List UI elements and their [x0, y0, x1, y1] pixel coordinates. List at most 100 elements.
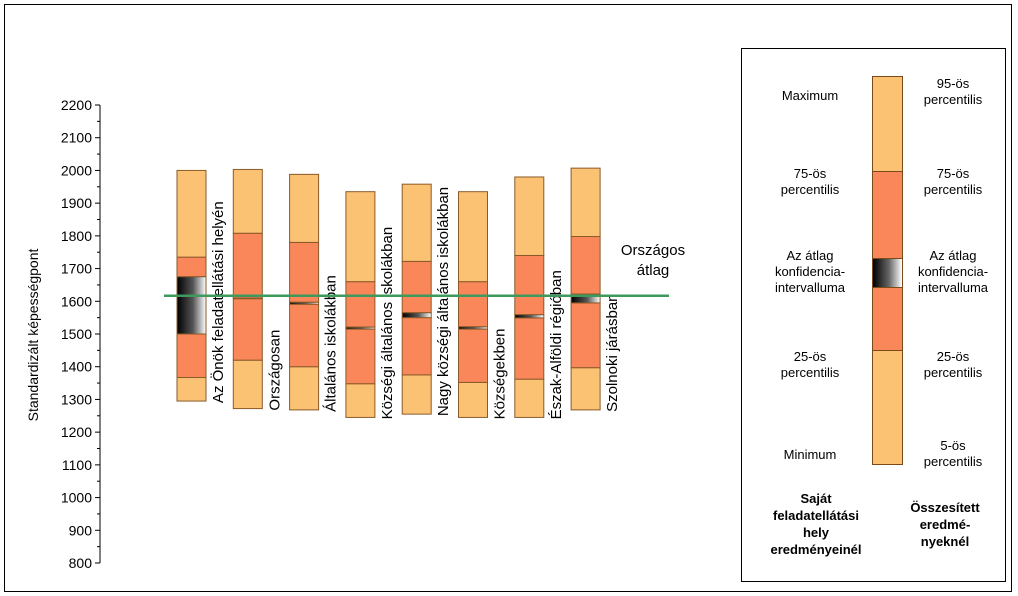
box-upper-outer [401, 183, 432, 262]
box-2 [289, 173, 320, 411]
legend-left-p25-line1: 25-ös [793, 349, 827, 364]
box-upper-outer [289, 173, 320, 243]
box-6 [514, 176, 545, 418]
legend-right-p95: 95-ös percentilis [903, 76, 1003, 108]
y-tick-label: 1200 [61, 424, 92, 440]
legend-left-p75-line2: percentilis [780, 182, 840, 197]
national-average-label-line2: átlag [636, 262, 670, 279]
box-lower-outer [345, 383, 376, 418]
box-confidence-interval [176, 276, 207, 335]
legend-left-ci-line2: konfidencia- [774, 264, 846, 279]
y-tick-label: 1800 [61, 228, 92, 244]
legend-right-title-line3: nyeknél [920, 534, 970, 549]
legend-left-title-line3: hely [802, 525, 829, 540]
box-upper-inner [514, 254, 545, 316]
box-3 [345, 191, 376, 418]
x-tick-label: Az Önök feladatellátási helyén [209, 201, 227, 403]
box-lower-outer [401, 374, 432, 415]
legend-right-ci-line1: Az átlag [929, 248, 977, 263]
legend-left-ci-line1: Az átlag [786, 248, 834, 263]
box-confidence-interval [401, 312, 432, 319]
box-confidence-interval [289, 301, 320, 305]
y-tick-label: 900 [69, 522, 93, 538]
legend [741, 48, 1006, 582]
legend-left-ci: Az átlag konfidencia- intervalluma [760, 248, 860, 296]
x-tick-label: Nagy községi általános iskolákban [435, 187, 452, 416]
legend-bar-lower-inner [872, 287, 903, 351]
box-lower-inner [570, 302, 601, 369]
bars-group [176, 167, 601, 418]
legend-right-p25-line1: 25-ös [936, 349, 970, 364]
legend-bar-upper-inner [872, 171, 903, 259]
y-tick-label: 1300 [61, 391, 92, 407]
legend-left-title-line1: Saját [800, 491, 832, 506]
national-average-label-line1: Országos [620, 242, 686, 259]
legend-bar-upper-outer [872, 76, 903, 172]
box-1 [232, 168, 263, 410]
legend-right-p75: 75-ös percentilis [903, 166, 1003, 198]
legend-left-minimum: Minimum [783, 447, 837, 462]
legend-bar-ci [872, 258, 903, 288]
box-lower-inner [345, 328, 376, 385]
box-lower-outer [232, 359, 263, 410]
legend-right-p75-line1: 75-ös [936, 166, 970, 181]
box-4 [401, 183, 432, 415]
x-tick-label: Országosan [266, 330, 283, 411]
legend-left-ci-line3: intervalluma [774, 280, 846, 295]
legend-right-p95-line1: 95-ös [936, 76, 970, 91]
box-upper-outer [176, 169, 207, 258]
box-lower-outer [514, 378, 545, 418]
box-upper-outer [514, 176, 545, 256]
box-lower-outer [176, 377, 207, 402]
box-lower-outer [289, 366, 320, 411]
legend-left-p25: 25-ös percentilis [760, 349, 860, 381]
box-confidence-interval [345, 326, 376, 330]
legend-right-title-line2: eredmé- [919, 517, 971, 532]
legend-left-p75: 75-ös percentilis [760, 166, 860, 198]
y-tick-label: 1100 [62, 457, 92, 473]
box-7 [570, 167, 601, 411]
y-tick-label: 1000 [61, 490, 92, 506]
box-upper-outer [570, 167, 601, 238]
x-tick-label: Általános iskolákban [323, 275, 340, 412]
legend-right-title-line1: Összesített [910, 500, 980, 515]
box-upper-inner [345, 281, 376, 328]
box-lower-inner [232, 298, 263, 361]
legend-left-p75-line1: 75-ös [793, 166, 827, 181]
box-upper-inner [458, 281, 488, 328]
legend-right-p25-line2: percentilis [923, 365, 983, 380]
legend-left-maximum: Maximum [781, 88, 839, 103]
box-upper-inner [232, 232, 263, 299]
box-upper-outer [345, 191, 376, 283]
box-5 [458, 191, 488, 418]
box-lower-inner [514, 317, 545, 380]
y-axis-label: Standardizált képességpont [25, 249, 41, 422]
box-confidence-interval [514, 314, 545, 319]
legend-left-p25-line2: percentilis [780, 365, 840, 380]
legend-left-title-line2: feladatellátási [773, 508, 859, 523]
legend-right-ci-line2: konfidencia- [917, 264, 989, 279]
legend-right-title: Összesített eredmé- nyeknél [890, 499, 1000, 550]
y-tick-label: 800 [69, 555, 93, 571]
x-tick-labels: Az Önök feladatellátási helyén Országosan… [209, 187, 621, 420]
y-tick-label: 2200 [61, 97, 92, 113]
x-tick-label: Községi általános iskolákban [379, 227, 396, 420]
box-upper-outer [458, 191, 488, 283]
box-upper-inner [176, 256, 207, 278]
y-tick-label: 1400 [61, 359, 92, 375]
box-lower-outer [570, 367, 601, 411]
y-tick-label: 1600 [61, 293, 92, 309]
legend-right-p5-line1: 5-ös [940, 438, 966, 453]
x-tick-label: Észak-Alföldi régióban [548, 270, 565, 419]
box-lower-inner [176, 333, 207, 379]
box-lower-inner [401, 317, 432, 376]
box-lower-outer [458, 381, 488, 418]
x-tick-label: Községekben [492, 329, 509, 420]
legend-right-ci-line3: intervalluma [917, 280, 989, 295]
legend-right-p25: 25-ös percentilis [903, 349, 1003, 381]
box-0 [176, 169, 207, 402]
legend-left-title: Saját feladatellátási hely eredményeinél [752, 490, 880, 558]
box-confidence-interval [458, 326, 488, 330]
legend-right-p75-line2: percentilis [923, 182, 983, 197]
chart-frame [4, 4, 1012, 592]
